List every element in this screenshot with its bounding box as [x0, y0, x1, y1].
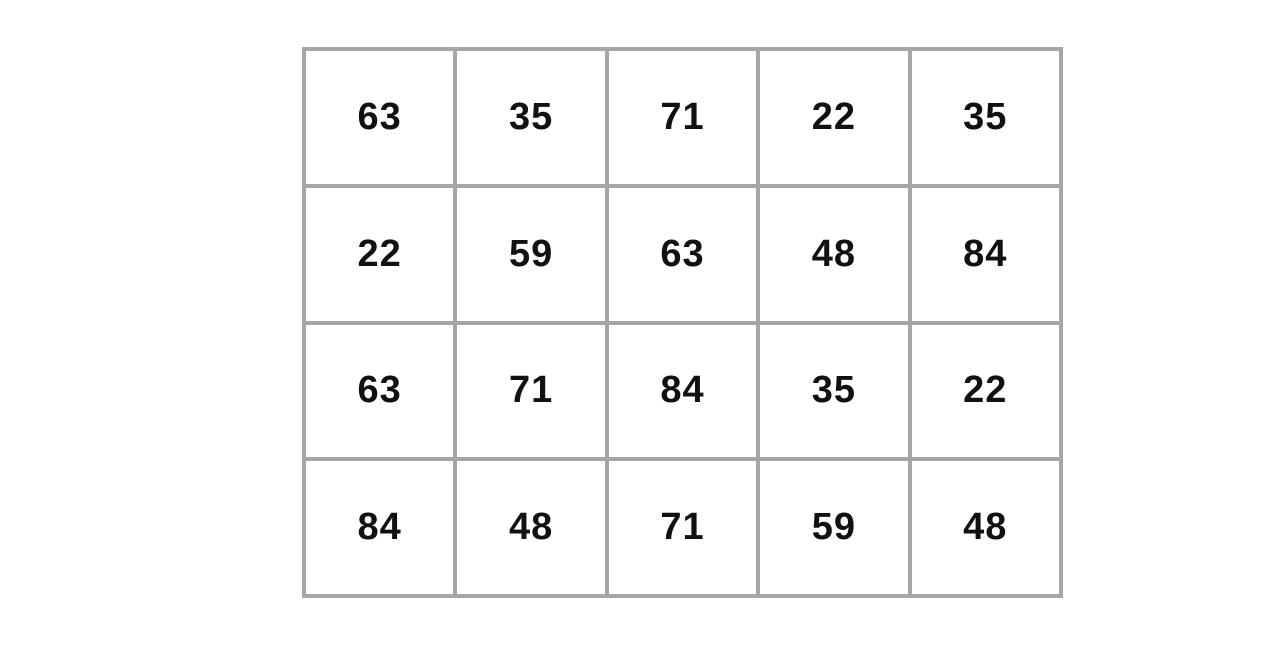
grid-cell-r2c3[interactable]: 35 [760, 324, 908, 458]
grid-cell-r3c3[interactable]: 59 [760, 461, 908, 594]
grid-cell-r0c3[interactable]: 22 [760, 51, 908, 184]
grid-cell-r2c1[interactable]: 71 [457, 324, 605, 458]
grid-cell-r0c1[interactable]: 35 [457, 51, 605, 184]
grid-cell-r0c4[interactable]: 35 [911, 51, 1059, 184]
grid-cell-r1c4[interactable]: 84 [911, 187, 1059, 321]
grid-cell-r2c4[interactable]: 22 [911, 324, 1059, 458]
grid-cell-r2c0[interactable]: 63 [306, 324, 454, 458]
number-grid: 63 35 71 22 35 22 59 63 48 84 63 71 84 3… [302, 47, 1063, 598]
grid-cell-r3c4[interactable]: 48 [911, 461, 1059, 594]
grid-cell-r0c0[interactable]: 63 [306, 51, 454, 184]
grid-cell-r1c0[interactable]: 22 [306, 187, 454, 321]
grid-cell-r3c2[interactable]: 71 [608, 461, 757, 594]
grid-cell-r1c2[interactable]: 63 [608, 187, 757, 321]
grid-cell-r3c0[interactable]: 84 [306, 461, 454, 594]
grid-cell-r3c1[interactable]: 48 [457, 461, 605, 594]
grid-cell-r0c2[interactable]: 71 [608, 51, 757, 184]
grid-cell-r1c3[interactable]: 48 [760, 187, 908, 321]
grid-cell-r1c1[interactable]: 59 [457, 187, 605, 321]
grid-cell-r2c2[interactable]: 84 [608, 324, 757, 458]
